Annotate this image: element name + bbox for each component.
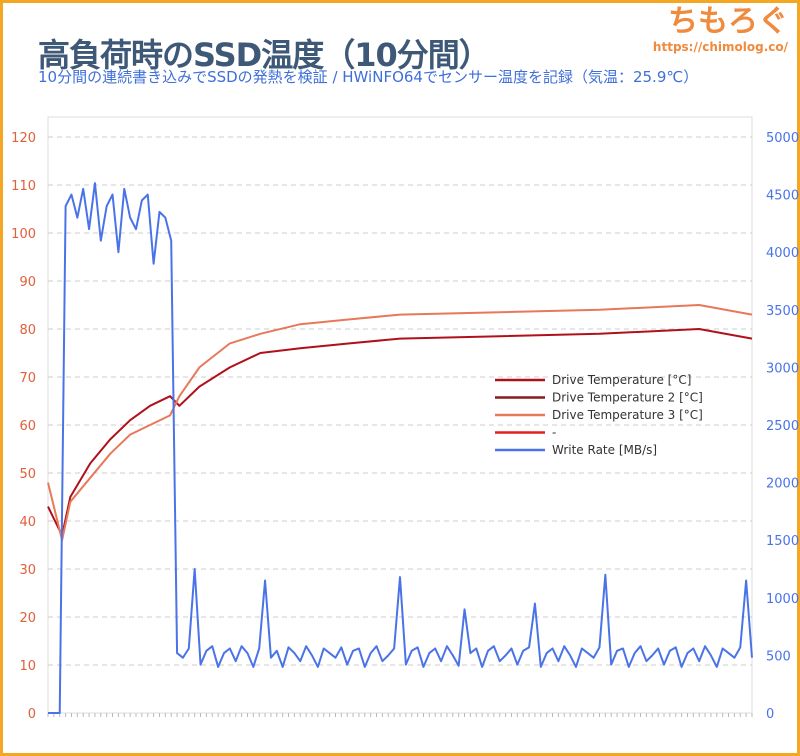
left-tick-label: 90 [19, 275, 36, 290]
right-tick-label: 2500 [766, 419, 799, 434]
series-line [48, 182, 753, 714]
left-tick-label: 70 [19, 371, 36, 386]
legend-label: Drive Temperature 2 [°C] [552, 391, 703, 405]
left-tick-label: 80 [19, 323, 36, 338]
left-tick-label: 60 [19, 419, 36, 434]
left-tick-label: 0 [28, 707, 36, 722]
logo-url: https://chimolog.co/ [652, 40, 788, 54]
right-tick-label: 3500 [766, 304, 799, 319]
left-tick-label: 120 [11, 131, 36, 146]
right-tick-label: 0 [766, 707, 774, 722]
left-tick-label: 110 [11, 179, 36, 194]
legend-label: - [552, 426, 556, 440]
right-tick-label: 1000 [766, 592, 799, 607]
series-line [47, 304, 753, 542]
right-tick-label: 500 [766, 649, 791, 664]
left-tick-label: 30 [19, 563, 36, 578]
left-tick-label: 10 [19, 659, 36, 674]
right-tick-label: 5000 [766, 131, 799, 146]
right-tick-label: 4000 [766, 246, 799, 261]
chart-subtitle: 10分間の連続書き込みでSSDの発熱を検証 / HWiNFO64でセンサー温度を… [38, 68, 699, 86]
left-tick-label: 50 [19, 467, 36, 482]
legend-label: Drive Temperature 3 [°C] [552, 408, 703, 422]
logo-text: ちもろぐ [668, 4, 788, 39]
right-tick-label: 1500 [766, 534, 799, 549]
chart-title: 高負荷時のSSD温度（10分間） [38, 36, 491, 74]
left-tick-label: 100 [11, 227, 36, 242]
left-tick-label: 40 [19, 515, 36, 530]
right-tick-label: 3000 [766, 361, 799, 376]
right-tick-label: 4500 [766, 189, 799, 204]
left-tick-label: 20 [19, 611, 36, 626]
right-tick-label: 2000 [766, 477, 799, 492]
legend-label: Write Rate [MB/s] [552, 443, 657, 457]
series-line [47, 328, 753, 537]
legend-label: Drive Temperature [°C] [552, 373, 691, 387]
site-logo: ちもろぐ https://chimolog.co/ [653, 4, 788, 54]
